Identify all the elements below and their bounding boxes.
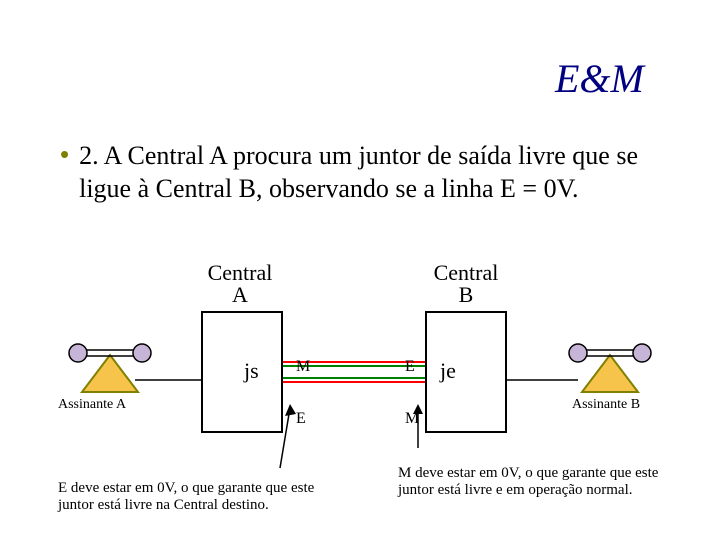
central-b-label: Central B xyxy=(426,262,506,306)
bullet-dot: • xyxy=(60,140,69,169)
e-left-label: E xyxy=(296,410,306,428)
phone-a-icon xyxy=(69,344,151,392)
m-left-label: M xyxy=(296,358,310,376)
central-a-box xyxy=(202,312,282,432)
bullet-item: • 2. A Central A procura um juntor de sa… xyxy=(60,140,650,205)
slide: E&M • 2. A Central A procura um juntor d… xyxy=(0,0,720,540)
m-right-label: M xyxy=(405,410,419,428)
assinante-b-label: Assinante B xyxy=(572,397,640,413)
central-a-label-bot: A xyxy=(232,282,248,307)
central-b-box xyxy=(426,312,506,432)
arrow-e-left xyxy=(280,404,296,468)
bullet-text: 2. A Central A procura um juntor de saíd… xyxy=(79,140,650,205)
central-b-label-bot: B xyxy=(459,282,474,307)
page-title: E&M xyxy=(555,55,644,102)
e-right-label: E xyxy=(405,358,415,376)
phone-b-icon xyxy=(569,344,651,392)
je-label: je xyxy=(440,358,456,384)
footnote-left: E deve estar em 0V, o que garante que es… xyxy=(58,480,348,515)
js-label: js xyxy=(244,358,259,384)
central-a-label: Central A xyxy=(200,262,280,306)
assinante-a-label: Assinante A xyxy=(58,397,126,413)
footnote-right: M deve estar em 0V, o que garante que es… xyxy=(398,465,688,500)
